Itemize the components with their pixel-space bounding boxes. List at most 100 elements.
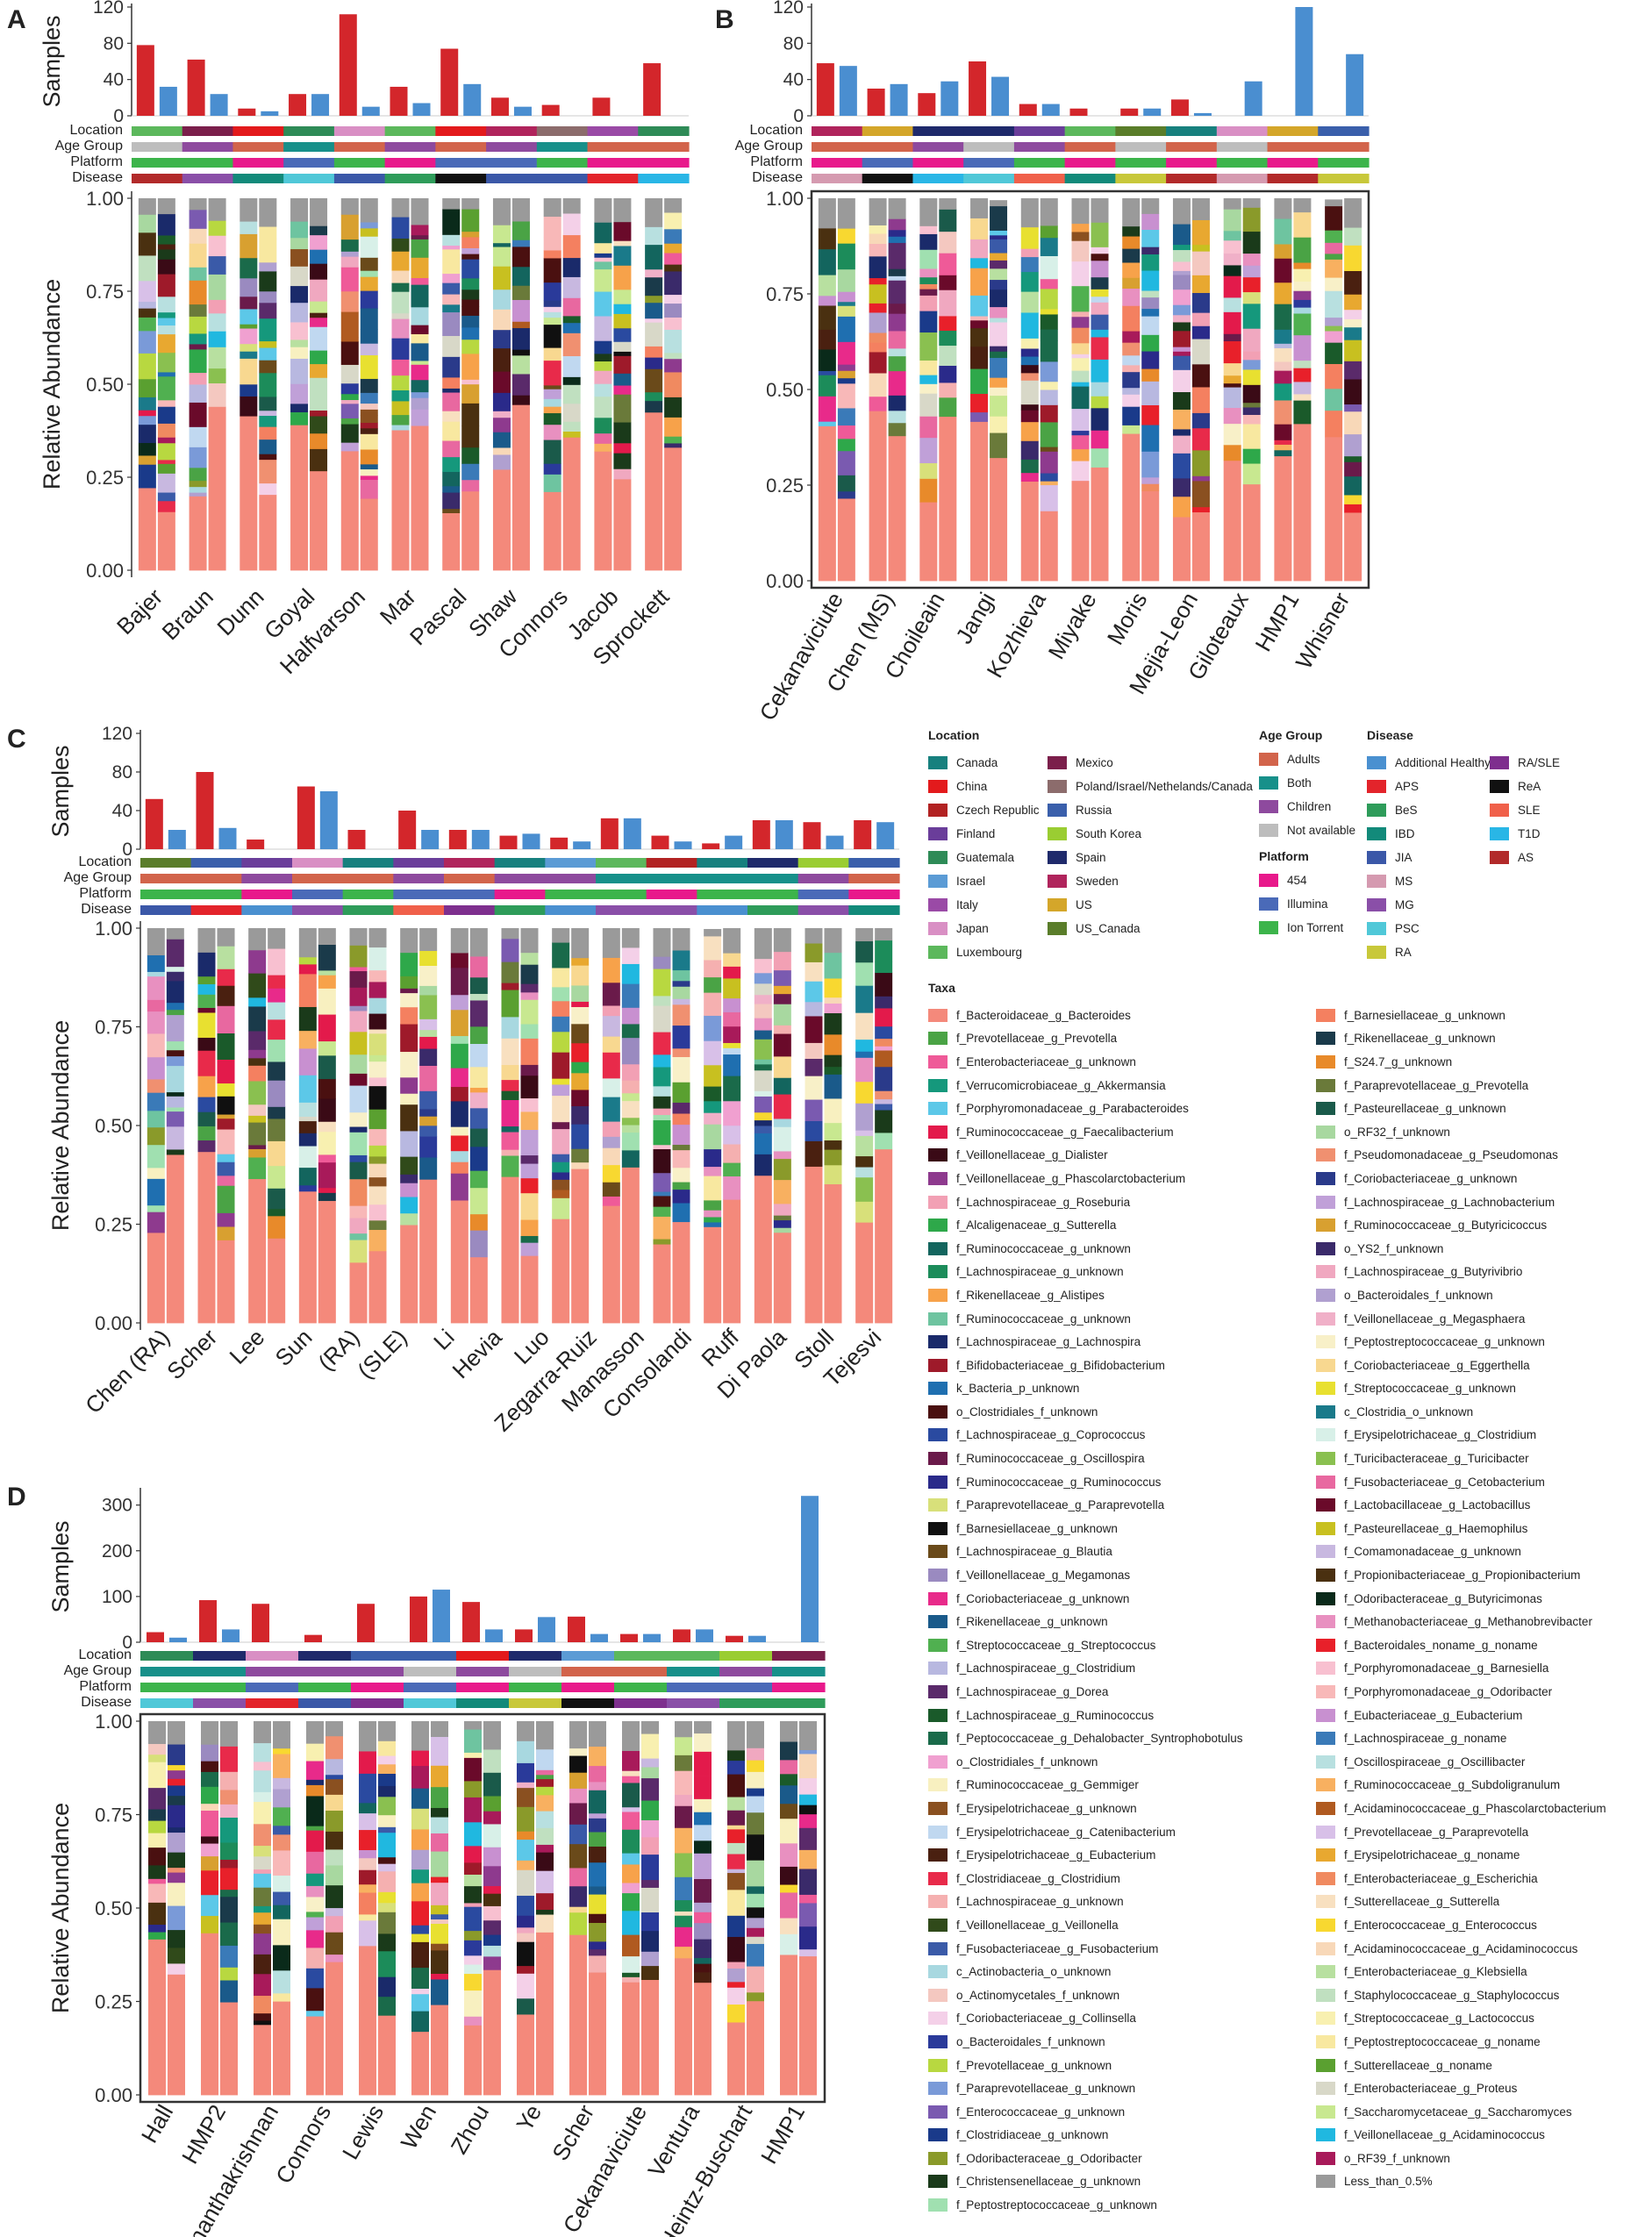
legend-item: f_Rikenellaceae_g_unknown	[1316, 1027, 1652, 1051]
abundance-segment	[664, 447, 683, 571]
abundance-segment	[875, 1066, 893, 1091]
meta-cell	[614, 1667, 668, 1676]
abundance-segment	[754, 1126, 772, 1133]
legend-item: f_Veillonellaceae_g_Veillonella	[928, 1913, 1305, 1937]
meta-cell	[1013, 174, 1066, 183]
legend-label: f_Lachnospiraceae_g_unknown	[956, 1265, 1124, 1279]
abundance-segment	[1071, 198, 1090, 225]
abundance-segment	[824, 1012, 842, 1035]
abundance-segment	[641, 1767, 659, 1779]
abundance-segment	[240, 324, 258, 329]
abundance-segment	[970, 276, 989, 296]
abundance-segment	[411, 333, 429, 344]
abundance-segment	[442, 512, 461, 571]
abundance-segment	[273, 1825, 290, 1835]
meta-cell	[404, 1667, 457, 1676]
samples-bar	[261, 111, 279, 116]
abundance-segment	[511, 299, 530, 322]
abundance-segment	[259, 439, 277, 454]
legend-swatch	[1316, 1288, 1335, 1302]
abundance-segment	[641, 1777, 659, 1801]
abundance-segment	[869, 332, 887, 343]
legend-swatch	[928, 1918, 948, 1932]
abundance-segment	[552, 1161, 570, 1173]
abundance-segment	[450, 967, 468, 996]
abundance-segment	[1344, 318, 1362, 328]
abundance-segment	[602, 1205, 620, 1324]
abundance-segment	[723, 1199, 741, 1324]
legend-swatch	[928, 1848, 948, 1862]
legend-swatch	[1316, 1965, 1335, 1979]
abundance-segment	[855, 1103, 874, 1131]
abundance-segment	[273, 1969, 290, 1994]
abundance-segment	[653, 1144, 671, 1149]
legend-item: f_Peptostreptococcaceae_g_unknown	[928, 2193, 1305, 2217]
abundance-segment	[461, 339, 480, 354]
abundance-segment	[613, 265, 632, 290]
legend-item: f_Porphyromonadaceae_g_Odoribacter	[1316, 1680, 1652, 1704]
meta-cell	[1267, 174, 1319, 183]
legend-platform-items: 454 Illumina Ion Torrent	[1259, 868, 1355, 940]
abundance-segment	[147, 1011, 165, 1034]
abundance-segment	[148, 1833, 166, 1848]
abundance-segment	[368, 997, 387, 1014]
abundance-segment	[1172, 275, 1191, 290]
abundance-segment	[197, 1076, 216, 1097]
legend-item: China	[928, 775, 1060, 798]
meta-cell	[333, 142, 386, 152]
abundance-segment	[653, 1054, 671, 1068]
meta-cell	[848, 858, 900, 868]
legend-taxa-col1: f_Bacteroidaceae_g_Bacteroides f_Prevotel…	[928, 1004, 1305, 2217]
abundance-segment	[368, 928, 387, 948]
abundance-segment	[138, 198, 156, 215]
abundance-segment	[310, 279, 328, 302]
meta-cell	[456, 1651, 510, 1661]
abundance-segment	[138, 301, 156, 309]
abundance-segment	[653, 928, 671, 957]
abundance-segment	[391, 338, 410, 360]
abundance-segment	[552, 1121, 570, 1130]
abundance-segment	[1325, 230, 1343, 243]
abundance-segment	[621, 1117, 640, 1126]
abundance-segment	[248, 1006, 267, 1032]
abundance-segment	[400, 1212, 418, 1226]
legend-label: f_Enterococcaceae_g_unknown	[956, 2105, 1126, 2119]
abundance-segment	[368, 1029, 387, 1034]
abundance-segment	[990, 289, 1008, 308]
abundance-segment	[1172, 330, 1191, 347]
abundance-segment	[675, 1899, 692, 1912]
legend-label: Illumina	[1287, 897, 1328, 911]
abundance-segment	[1040, 422, 1058, 447]
abundance-segment	[1293, 237, 1312, 263]
abundance-segment	[571, 1061, 590, 1074]
abundance-segment	[536, 1870, 554, 1894]
abundance-segment	[1020, 421, 1039, 441]
abundance-segment	[368, 1061, 387, 1078]
samples-bar	[726, 1635, 743, 1642]
abundance-segment	[391, 291, 410, 314]
abundance-segment	[166, 1049, 184, 1057]
abundance-segment	[723, 1144, 741, 1163]
abundance-segment	[704, 1124, 722, 1150]
meta-cell	[1166, 174, 1218, 183]
abundance-segment	[672, 1149, 690, 1169]
abundance-segment	[306, 1911, 324, 1918]
abundance-segment	[464, 1721, 482, 1730]
abundance-segment	[411, 1765, 429, 1789]
abundance-segment	[201, 1786, 218, 1805]
abundance-segment	[157, 375, 175, 401]
abundance-segment	[672, 1082, 690, 1103]
legend-label: f_Ruminococcaceae_g_unknown	[956, 1311, 1131, 1326]
abundance-segment	[501, 1126, 519, 1133]
abundance-segment	[391, 390, 410, 402]
samples-bar	[463, 83, 482, 116]
abundance-segment	[1293, 307, 1312, 314]
abundance-segment	[310, 410, 328, 417]
abundance-segment	[469, 928, 488, 957]
abundance-segment	[340, 311, 359, 339]
legend-item: f_Christensenellaceae_g_unknown	[928, 2170, 1305, 2194]
legend-swatch	[1316, 1732, 1335, 1746]
abundance-segment	[1141, 308, 1160, 317]
abundance-segment	[1172, 304, 1191, 316]
abundance-segment	[442, 471, 461, 487]
